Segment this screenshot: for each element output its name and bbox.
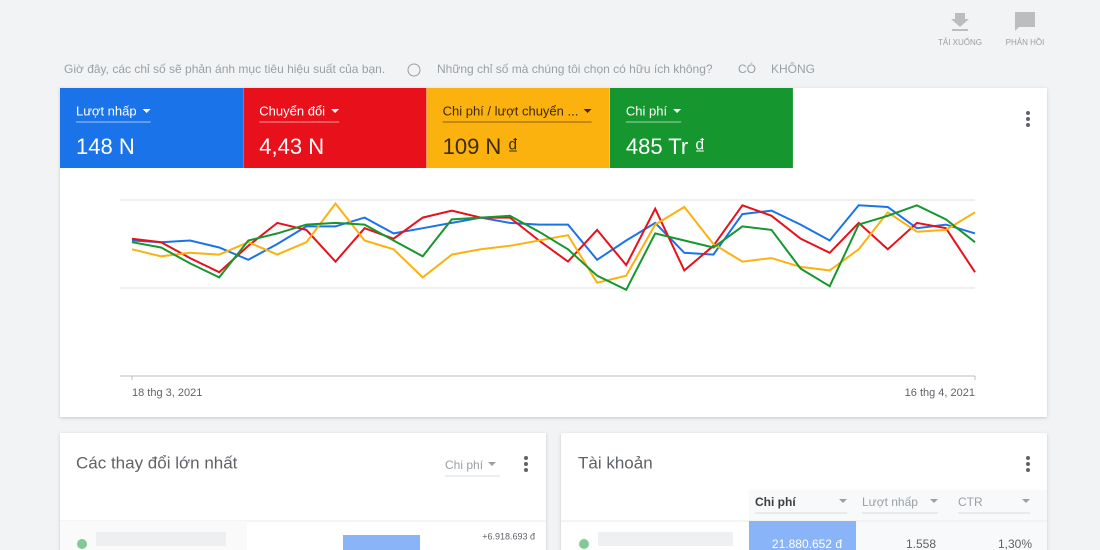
x-tick-label: 18 thg 3, 2021 xyxy=(132,387,202,399)
tile-total: 109 N ₫ xyxy=(443,134,519,159)
tile-label: Chuyển đổi xyxy=(259,103,325,118)
feedback-icon xyxy=(1015,12,1035,31)
dropdown-arrow xyxy=(142,109,151,113)
column-label: Chi phí xyxy=(755,495,796,509)
changes-title: Các thay đổi lớn nhất xyxy=(76,453,238,472)
status-dot xyxy=(77,539,87,549)
metric-tile[interactable]: Chuyển đổi 4,43 N xyxy=(243,88,427,168)
changes-menu[interactable] xyxy=(524,456,528,472)
tile-total: 148 N xyxy=(76,134,135,159)
metric-tile[interactable]: Chi phí 485 Tr ₫ xyxy=(609,88,793,168)
column-header[interactable]: Chi phí xyxy=(755,495,847,514)
accounts-title: Tài khoản xyxy=(578,453,653,472)
tile-total: 485 Tr ₫ xyxy=(626,134,706,159)
sort-arrow xyxy=(839,499,847,503)
cell: 1.558 xyxy=(906,537,936,550)
status-dot xyxy=(579,539,589,549)
metric-dropdown[interactable]: Chi phí xyxy=(445,458,500,477)
tile-background xyxy=(60,88,243,168)
tile-label: Lượt nhấp xyxy=(76,103,137,118)
sort-arrow xyxy=(1022,499,1030,503)
tile-label: Chi phí xyxy=(626,103,668,118)
sort-arrow xyxy=(930,499,938,503)
notice-question: Những chỉ số mà chúng tôi chọn có hữu íc… xyxy=(437,62,713,76)
tile-background xyxy=(426,88,610,168)
dropdown-arrow xyxy=(583,109,592,113)
notice-text: Giờ đây, các chỉ số sẽ phản ánh mục tiêu… xyxy=(64,62,385,76)
series-line xyxy=(131,201,976,284)
more-menu[interactable] xyxy=(1026,111,1030,127)
series-line xyxy=(131,204,976,274)
series-line xyxy=(131,204,976,292)
dropdown-arrow xyxy=(331,109,340,113)
highlight-cell xyxy=(749,521,856,550)
cell: 1,30% xyxy=(998,537,1032,550)
series-line xyxy=(131,204,976,262)
cell: 21.880.652 đ xyxy=(772,537,842,550)
accounts-menu[interactable] xyxy=(1026,456,1030,472)
tile-label: Chi phí / lượt chuyển ... xyxy=(443,103,579,118)
feedback-label: PHẢN HỒI xyxy=(1006,37,1045,47)
download-icon xyxy=(951,13,969,31)
column-label: CTR xyxy=(958,495,983,509)
column-header[interactable]: Lượt nhấp xyxy=(862,495,938,514)
tile-background xyxy=(243,88,427,168)
download-label: TẢI XUỐNG xyxy=(938,37,982,47)
help-icon[interactable] xyxy=(407,63,421,77)
yes-button[interactable]: CÓ xyxy=(738,61,756,76)
column-label: Lượt nhấp xyxy=(862,495,918,509)
tile-total: 4,43 N xyxy=(259,134,324,159)
dropdown-label: Chi phí xyxy=(445,458,484,472)
change-bar xyxy=(343,535,420,550)
metric-tile[interactable]: Chi phí / lượt chuyển ... 109 N ₫ xyxy=(426,88,610,168)
dropdown-arrow xyxy=(673,109,682,113)
blurred-name xyxy=(96,532,226,546)
x-tick-label: 16 thg 4, 2021 xyxy=(905,387,975,399)
no-button[interactable]: KHÔNG xyxy=(771,61,815,76)
feedback-button[interactable]: PHẢN HỒI xyxy=(1006,12,1045,47)
download-button[interactable]: TẢI XUỐNG xyxy=(938,13,982,47)
metric-tile[interactable]: Lượt nhấp 148 N xyxy=(60,88,243,168)
change-value: +6.918.693 đ xyxy=(482,531,535,541)
tile-background xyxy=(609,88,793,168)
blurred-name xyxy=(598,532,733,546)
column-header[interactable]: CTR xyxy=(958,495,1030,514)
